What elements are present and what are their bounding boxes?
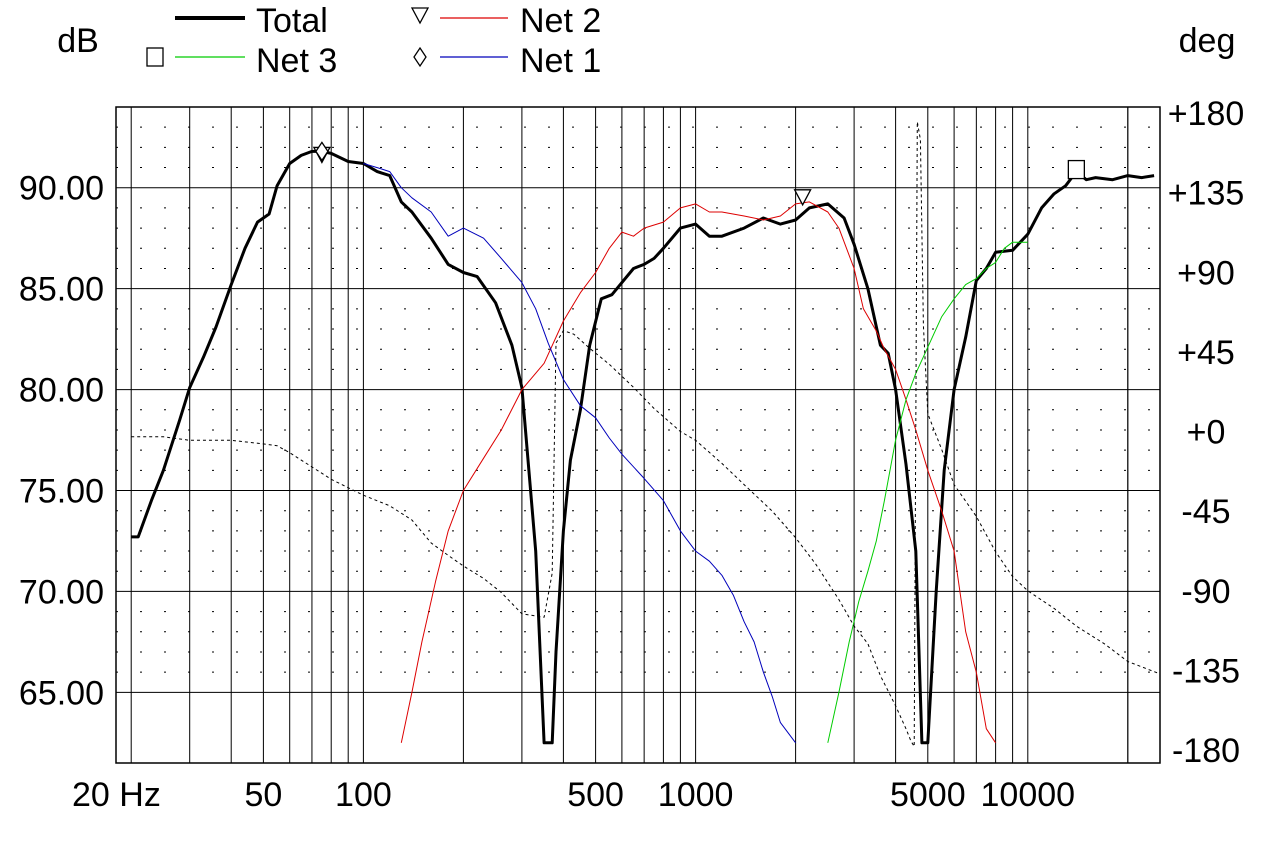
x-tick-label: 20 Hz <box>72 776 161 814</box>
legend-item-net-1: Net 1 <box>413 42 601 80</box>
x-tick-label: 50 <box>244 776 282 814</box>
series-line-net-1 <box>363 163 796 744</box>
x-tick-label: 10000 <box>981 776 1076 814</box>
y-left-tick-label: 80.00 <box>19 372 104 410</box>
y-right-tick-label: +90 <box>1177 254 1235 292</box>
legend-marker-square <box>146 47 164 67</box>
legend-item-total: Total <box>175 2 328 40</box>
net2-marker-on-curve <box>793 189 812 207</box>
axis-labels: 20 Hz 50 100 500 1000 5000 10000 90.00 85.00 80.0… <box>19 22 1244 814</box>
y-right-tick-label: +45 <box>1177 334 1235 372</box>
legend-label: Total <box>256 2 328 40</box>
y-left-tick-label: 75.00 <box>19 473 104 511</box>
series-line-net-3 <box>827 241 1028 743</box>
right-axis-unit: deg <box>1179 22 1236 60</box>
legend-item-net-3: Net 3 <box>146 42 337 80</box>
y-right-tick-label: -45 <box>1181 493 1230 531</box>
legend-item-net-2: Net 2 <box>410 2 601 40</box>
x-tick-label: 500 <box>567 776 624 814</box>
y-right-tick-label: +180 <box>1168 95 1245 133</box>
series-line-phase <box>131 121 1161 747</box>
series-markers <box>312 141 1085 207</box>
y-left-tick-label: 70.00 <box>19 573 104 611</box>
y-right-tick-label: -90 <box>1181 573 1230 611</box>
y-right-tick-label: +135 <box>1168 175 1245 213</box>
plot-grid <box>116 107 1160 763</box>
y-right-tick-label: -180 <box>1172 732 1240 770</box>
net3-marker-on-curve <box>1067 159 1085 180</box>
legend-marker-triangle <box>410 7 430 25</box>
x-tick-label: 5000 <box>890 776 966 814</box>
x-tick-label: 1000 <box>658 776 734 814</box>
legend-label: Net 2 <box>520 2 601 40</box>
legend-label: Net 1 <box>520 42 601 80</box>
x-tick-label: 100 <box>335 776 392 814</box>
series-layer <box>131 121 1161 747</box>
y-right-tick-label: +0 <box>1187 414 1226 452</box>
y-left-tick-label: 90.00 <box>19 170 104 208</box>
left-axis-unit: dB <box>57 22 99 60</box>
y-right-tick-label: -135 <box>1172 652 1240 690</box>
y-left-tick-label: 65.00 <box>19 674 104 712</box>
legend-marker-diamond <box>413 46 427 68</box>
y-left-tick-label: 85.00 <box>19 271 104 309</box>
chart-legend: Total Net 2 Net 3 Net 1 <box>146 2 601 80</box>
plot-frame <box>115 106 1161 764</box>
series-line-total <box>131 149 1155 745</box>
net1-marker-on-curve <box>315 141 329 162</box>
legend-label: Net 3 <box>256 42 337 80</box>
